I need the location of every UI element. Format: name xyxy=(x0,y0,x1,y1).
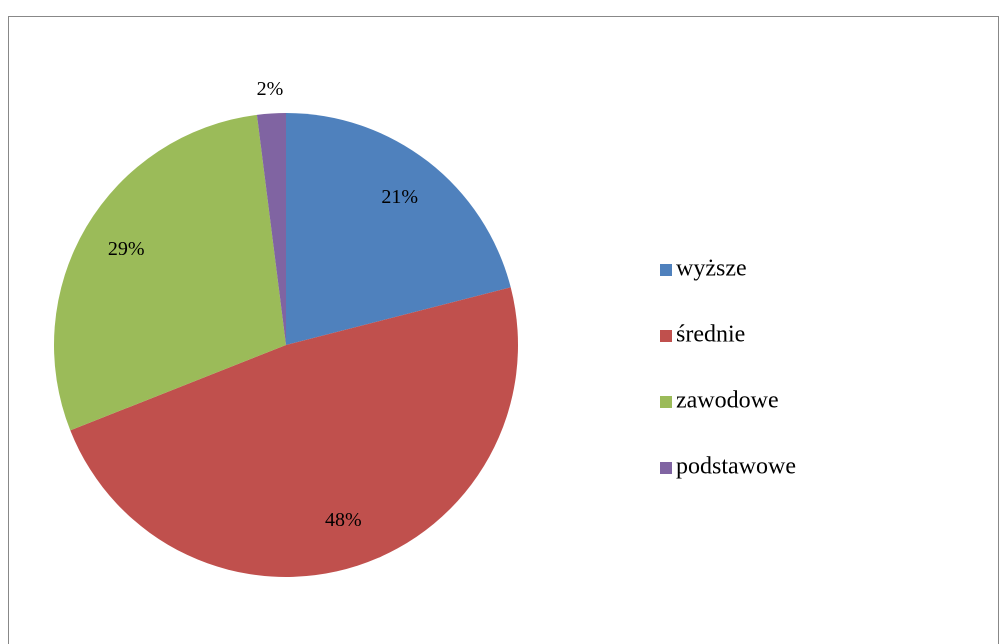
data-label: 21% xyxy=(381,186,418,208)
pie-slice xyxy=(286,113,511,345)
legend-text: średnie xyxy=(676,322,745,348)
pie-slice xyxy=(53,114,286,431)
data-label: 2% xyxy=(257,78,284,100)
legend-swatch xyxy=(660,462,672,474)
data-label: 29% xyxy=(108,238,145,260)
legend-text: zawodowe xyxy=(676,388,779,414)
legend-swatch xyxy=(660,330,672,342)
pie-slice xyxy=(256,113,286,345)
legend-swatch xyxy=(660,396,672,408)
data-label: 48% xyxy=(325,509,362,531)
legend-text: podstawowe xyxy=(676,454,796,480)
legend-swatch xyxy=(660,264,672,276)
pie-slice xyxy=(70,287,519,578)
legend-text: wyższe xyxy=(676,256,747,282)
